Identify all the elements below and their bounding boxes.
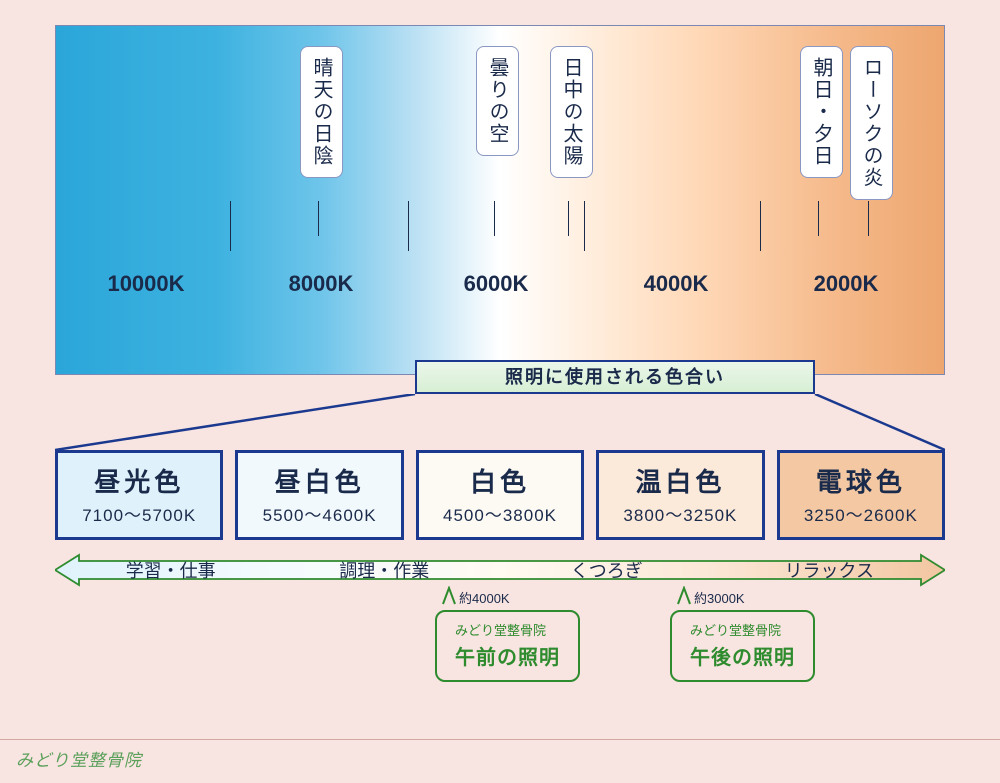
lighting-range-label: 照明に使用される色合い [505,367,725,387]
lighting-category-title: 白色 [470,462,530,499]
spectrum-tick [760,201,761,251]
spectrum-source-label: ローソクの炎 [850,46,893,200]
lighting-category-range: 3800～3250K [623,501,737,526]
spectrum-tick [568,201,569,236]
spectrum-source-label: 朝日・夕日 [800,46,843,178]
spectrum-tick [868,201,869,236]
lighting-range-box: 照明に使用される色合い [415,360,815,394]
clinic-pointer-icon [441,586,457,606]
usage-label: 学習・仕事 [126,557,216,583]
kelvin-label: 2000K [814,271,879,297]
spectrum-tick [408,201,409,251]
clinic-name: みどり堂整骨院 [455,620,560,639]
spectrum-tick [818,201,819,236]
kelvin-label: 8000K [289,271,354,297]
spectrum-source-label: 曇りの空 [476,46,519,156]
usage-label: くつろぎ [571,557,643,583]
lighting-category-range: 7100～5700K [82,501,196,526]
lighting-category-title: 温白色 [635,462,725,499]
clinic-lighting-box: みどり堂整骨院午前の照明 [435,610,580,682]
spectrum-tick [318,201,319,236]
lighting-category-title: 昼白色 [275,462,365,499]
footer-brand: みどり堂整骨院 [0,739,1000,771]
clinic-kelvin-label: 約4000K [459,588,510,607]
lighting-category: 昼白色5500～4600K [235,450,403,540]
spectrum-tick [584,201,585,251]
usage-label: 調理・作業 [339,557,429,583]
lighting-category-range: 4500～3800K [443,501,557,526]
clinic-lighting-box: みどり堂整骨院午後の照明 [670,610,815,682]
clinic-pointer-icon [676,586,692,606]
lighting-category-row: 昼光色7100～5700K昼白色5500～4600K白色4500～3800K温白… [55,450,945,540]
spectrum-source-label: 日中の太陽 [550,46,593,178]
lighting-category: 白色4500～3800K [416,450,584,540]
usage-label: リラックス [785,557,874,583]
clinic-name: みどり堂整骨院 [690,620,795,639]
kelvin-label: 4000K [644,271,709,297]
connector-lines [55,394,945,450]
usage-arrow: 学習・仕事 調理・作業 くつろぎ リラックス [55,553,945,587]
spectrum-tick [494,201,495,236]
clinic-kelvin-label: 約3000K [694,588,745,607]
lighting-category: 電球色3250～2600K [777,450,945,540]
footer-brand-text: みどり堂整骨院 [16,751,142,770]
lighting-category-title: 昼光色 [94,462,184,499]
lighting-category: 温白色3800～3250K [596,450,764,540]
clinic-period-label: 午後の照明 [690,641,795,670]
clinic-lighting-entry: 約3000Kみどり堂整骨院午後の照明 [670,596,815,682]
lighting-category: 昼光色7100～5700K [55,450,223,540]
kelvin-label: 6000K [464,271,529,297]
kelvin-label: 10000K [107,271,184,297]
lighting-category-title: 電球色 [816,462,906,499]
lighting-category-range: 5500～4600K [263,501,377,526]
clinic-lighting-entry: 約4000Kみどり堂整骨院午前の照明 [435,596,580,682]
lighting-category-range: 3250～2600K [804,501,918,526]
spectrum-tick [230,201,231,251]
spectrum-source-label: 晴天の日陰 [300,46,343,178]
clinic-period-label: 午前の照明 [455,641,560,670]
color-temperature-spectrum: 晴天の日陰 曇りの空日中の太陽 朝日・夕日ローソクの炎 10000K 8000K 6000… [55,25,945,375]
